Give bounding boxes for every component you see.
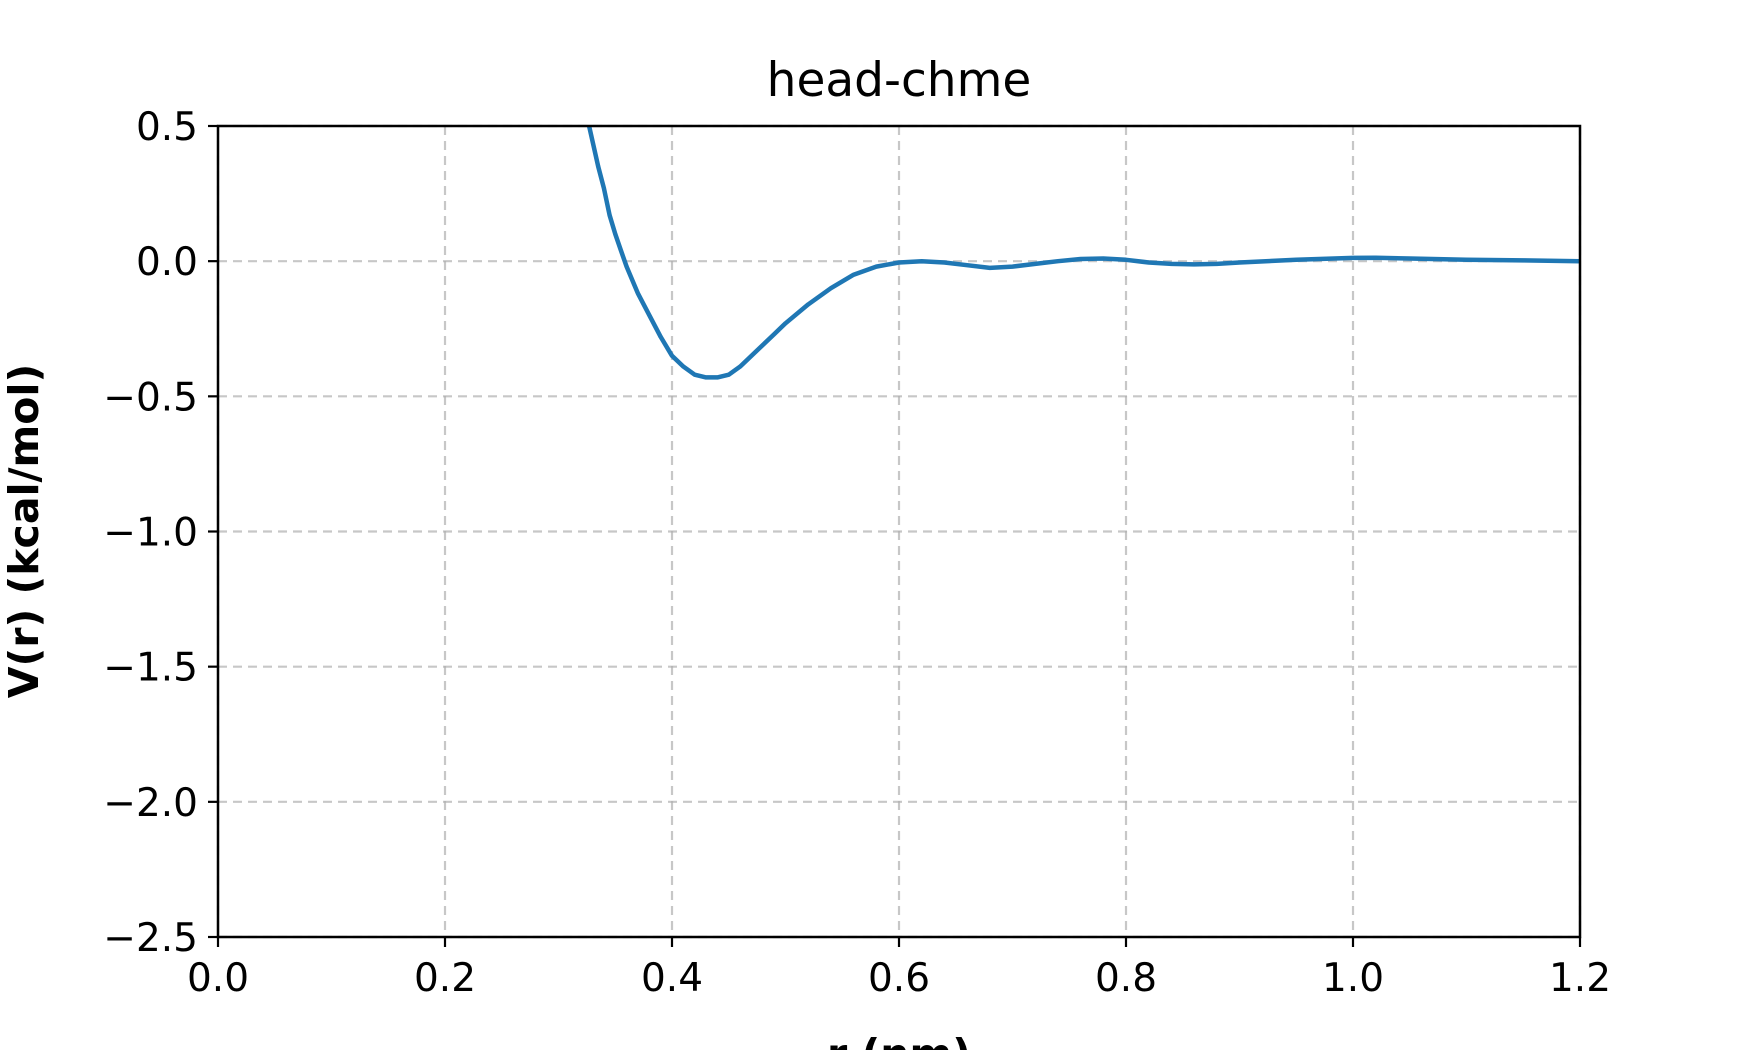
x-tick-label: 0.6 bbox=[868, 956, 930, 1001]
y-tick-label: 0.5 bbox=[136, 105, 198, 150]
x-tick-label: 0.4 bbox=[641, 956, 703, 1001]
y-tick-label: −1.0 bbox=[103, 511, 198, 556]
x-tick-label: 0.0 bbox=[187, 956, 249, 1001]
y-tick-label: −1.5 bbox=[103, 646, 198, 691]
x-axis-label: r (nm) bbox=[827, 1030, 971, 1050]
series-layer bbox=[586, 125, 1581, 380]
x-tick-label: 0.8 bbox=[1095, 956, 1157, 1001]
y-tick-label: −2.0 bbox=[103, 781, 198, 826]
x-tick-label: 1.0 bbox=[1322, 956, 1384, 1001]
y-tick-label: 0.0 bbox=[136, 240, 198, 285]
tick-layer: 0.0 0.2 0.4 0.6 0.8 1.0 1.2 0.5 0.0 −0.5 −1.0 −1.5 −… bbox=[103, 105, 1611, 1001]
y-axis-label: V(r) (kcal/mol) bbox=[0, 364, 48, 698]
x-tick-label: 1.2 bbox=[1549, 956, 1611, 1001]
chart-title: head-chme bbox=[767, 53, 1032, 108]
series-line-0 bbox=[586, 125, 1581, 380]
x-tick-label: 0.2 bbox=[414, 956, 476, 1001]
y-tick-label: −2.5 bbox=[103, 916, 198, 961]
y-tick-label: −0.5 bbox=[103, 375, 198, 420]
